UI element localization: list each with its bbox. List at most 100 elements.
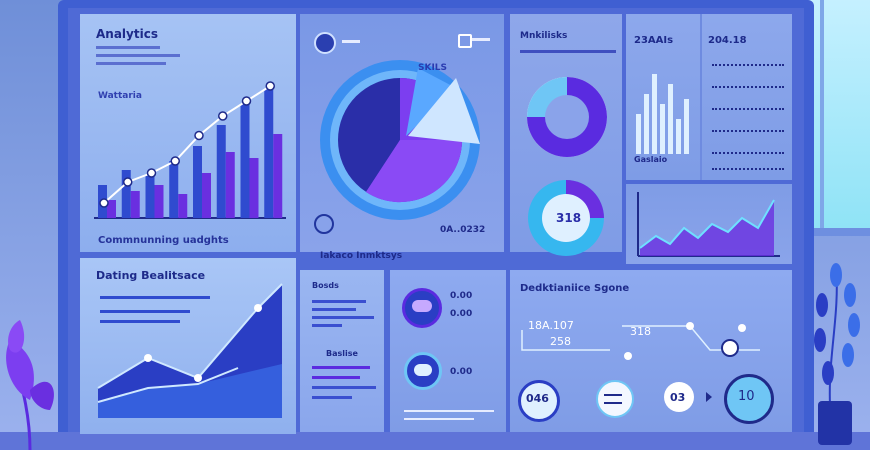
bottom-circle-3-label: 03 [670, 391, 686, 404]
plant-left [6, 320, 54, 450]
bar [154, 185, 164, 218]
analytics-subtext-line [96, 62, 166, 65]
pie-header-line [472, 38, 490, 41]
dating-subline [100, 320, 180, 323]
bottom-circle-4[interactable] [724, 374, 774, 424]
donut-chart-top [527, 77, 607, 157]
dating-panel: Dating Bealitsace [80, 258, 296, 434]
bar [107, 200, 116, 218]
bottom-circle-1[interactable] [518, 380, 560, 422]
trend-point [99, 198, 109, 208]
decision-title: Dedktianiice Sgone [520, 283, 630, 294]
bar [145, 176, 155, 218]
bar [169, 161, 179, 218]
donut-center-value: 318 [556, 211, 582, 225]
donut-heading: Mnkilisks [520, 31, 568, 41]
bars-label-mid: Baslise [326, 349, 358, 358]
stats-list-row [712, 64, 784, 69]
trend-point [241, 96, 252, 106]
bar [130, 191, 140, 218]
rings-footer-line [404, 410, 494, 412]
bar-item [312, 396, 352, 399]
stat-value-a: 23AAIs [634, 35, 674, 46]
stats-list-row [712, 130, 784, 135]
trend-point [194, 130, 204, 141]
stats-list [712, 64, 784, 174]
bar [193, 146, 202, 218]
analytics-subtext-line [96, 54, 180, 57]
bars-label-top: Bosds [312, 281, 339, 290]
ring-value-a: 0.00 [450, 291, 473, 301]
bar [240, 104, 250, 218]
bar-item [312, 366, 370, 369]
line-chart-right [637, 192, 780, 257]
window-frame [820, 0, 824, 230]
dating-title: Dating Bealitsace [96, 269, 206, 282]
bar-item [312, 300, 366, 303]
trend-point [146, 168, 157, 178]
bar [264, 89, 274, 218]
arrow-right-icon [706, 392, 712, 402]
bottom-circle-2[interactable] [596, 380, 634, 418]
stats-list-row [712, 108, 784, 113]
bar [216, 125, 226, 218]
rings-panel: 0.00 0.00 0.00 [390, 270, 506, 432]
analytics-panel: Analytics Wattaria Commnunning uadghts [80, 14, 296, 252]
decision-value-c: 318 [630, 325, 651, 338]
decision-panel: Dedktianiice Sgone 18A.107 258 318 046 0… [510, 270, 792, 432]
decision-value-a: 18A.107 [528, 319, 574, 332]
donut-subline [520, 50, 616, 53]
stats-list-row [712, 152, 784, 157]
analytics-title: Analytics [96, 27, 158, 41]
trend-point [170, 156, 180, 166]
stats-divider [700, 14, 702, 180]
pie-caption: Iakaco Inmktsys [320, 251, 403, 261]
ring-button-inner [414, 364, 432, 376]
pie-badge: SKILS [418, 63, 448, 73]
donut-panel: Mnkilisks 318 [510, 14, 622, 256]
decision-value-b: 258 [550, 335, 571, 348]
bottom-circle-3[interactable] [664, 382, 694, 412]
bar [121, 170, 131, 218]
bar [273, 134, 283, 218]
pie-chart [320, 60, 480, 220]
dating-subline [100, 310, 190, 313]
stats-list-row [712, 86, 784, 91]
stats-bar-label: Gaslaio [634, 155, 668, 164]
rings-footer-line [404, 418, 474, 420]
bars-panel: Bosds Baslise [300, 270, 384, 432]
stats-panel: 23AAIs 204.18 Gaslaio [626, 14, 792, 180]
analytics-subtext-line [96, 46, 160, 49]
decision-flow [521, 322, 760, 360]
ring-value-b: 0.00 [450, 309, 473, 319]
bar-item [312, 308, 356, 311]
bar [202, 173, 211, 218]
bar-item [312, 324, 342, 327]
bar [178, 194, 188, 218]
bar [225, 152, 235, 218]
bar-item [312, 316, 374, 319]
trend-point [123, 177, 133, 187]
plant-right [814, 263, 860, 445]
dating-subline [100, 296, 210, 299]
stats-list-row [712, 168, 784, 173]
donut-chart-bottom [528, 180, 604, 256]
globe-icon [314, 32, 336, 54]
plus-icon [458, 34, 472, 48]
pie-footer-icon [314, 214, 334, 234]
trend-point [218, 111, 228, 121]
bottom-circle-1-label: 046 [526, 392, 549, 405]
dating-area-chart [97, 283, 283, 418]
stat-value-b: 204.18 [708, 35, 747, 46]
bottom-circle-2-lines [604, 394, 622, 404]
analytics-subtitle: Wattaria [98, 91, 142, 101]
pie-panel: SKILS 0A..0232 Iakaco Inmktsys [300, 14, 504, 261]
bottom-circle-4-label: 10 [738, 389, 755, 404]
pie-header-line [342, 40, 360, 43]
desk [0, 432, 870, 450]
line-panel [626, 184, 792, 264]
pie-value-label: 0A..0232 [440, 225, 486, 235]
ring-toggle-inner [412, 300, 432, 312]
analytics-bar-chart [94, 81, 286, 219]
window-sill [780, 228, 870, 236]
